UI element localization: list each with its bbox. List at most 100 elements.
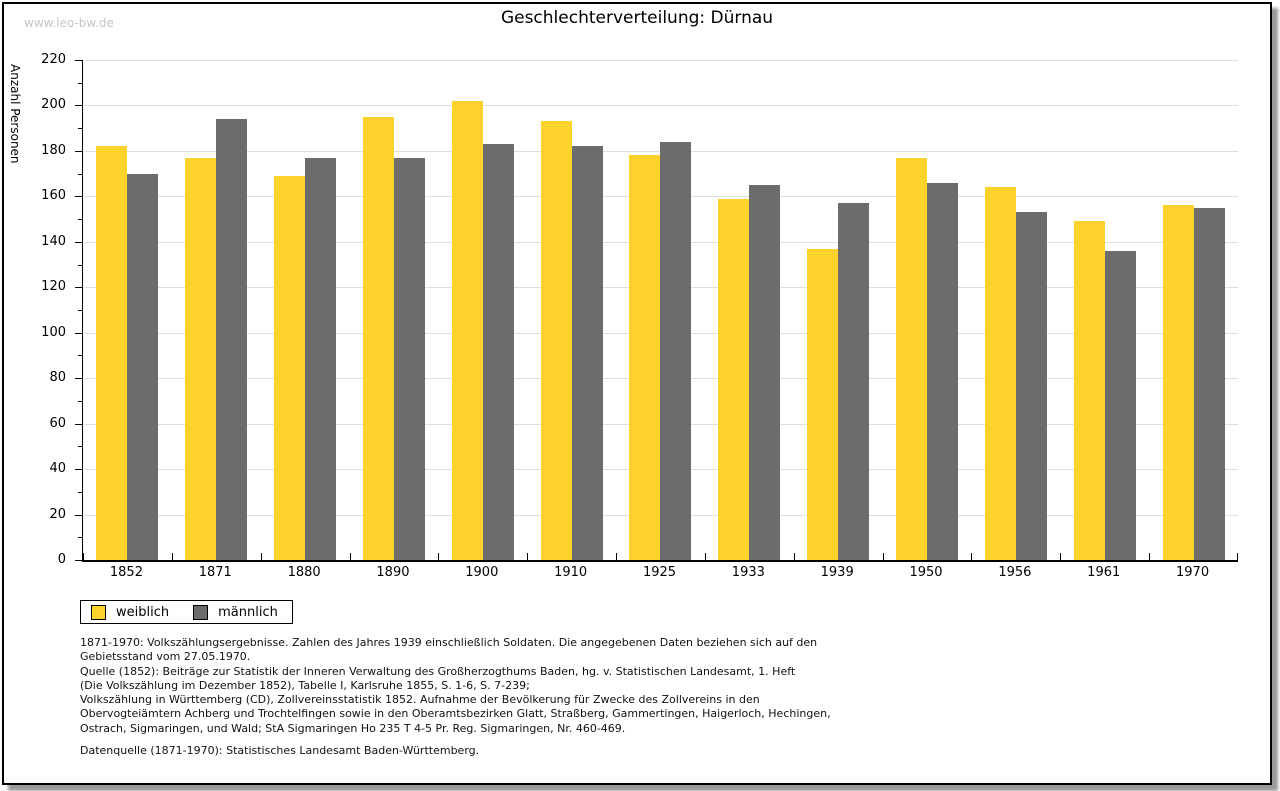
x-axis-label: 1900 [465,565,499,580]
x-boundary-tick [1060,553,1062,560]
y-axis-title: Anzahl Personen [8,64,22,164]
footnote-line: Gebietsstand vom 27.05.1970. [80,650,251,664]
x-axis-label: 1890 [376,565,410,580]
y-major-tick [75,332,82,334]
y-minor-tick [78,128,82,130]
y-axis-tick-label: 0 [57,552,66,567]
y-axis-tick-label: 80 [49,370,66,386]
bar-group [1060,60,1149,560]
footnote-block: 1871-1970: Volkszählungsergebnisse. Zahl… [80,636,1210,736]
x-axis-label: 1970 [1176,565,1210,580]
y-axis-tick-label: 200 [41,97,66,113]
y-axis: 0 20 40 60 80 100 120 140 160 180 200 220 [4,53,78,567]
y-axis-tick-label: 120 [41,279,66,295]
y-axis-tick-label: 20 [49,506,66,522]
bar-weiblich [451,100,483,560]
y-axis-tick-label: 180 [41,142,66,158]
bar-weiblich [96,146,128,560]
y-minor-tick [78,264,82,266]
y-axis-tick-label: 140 [41,233,66,249]
x-boundary-tick [704,553,706,560]
bar-group [616,60,705,560]
bar-weiblich [629,155,661,560]
y-minor-tick [78,82,82,84]
y-major-tick [75,378,82,380]
footnote-line: Obervogteiämtern Achberg und Trochtelfin… [80,707,831,721]
bar-männlich [1015,212,1047,560]
watermark: www.leo-bw.de [24,16,114,30]
bar-männlich [216,119,248,560]
legend-label-weiblich: weiblich [116,604,170,620]
bar-männlich [393,157,425,560]
bar-weiblich [1073,221,1105,560]
x-axis-label: 1852 [109,565,143,580]
y-major-tick [75,423,82,425]
x-boundary-tick [83,553,84,560]
bar-männlich [838,203,870,560]
x-axis-label: 1925 [642,565,677,580]
bar-weiblich [362,116,394,560]
y-minor-tick [78,310,82,311]
x-boundary-tick [260,553,262,560]
x-boundary-tick [527,553,529,560]
bar-weiblich [1162,205,1194,560]
y-major-tick [75,196,82,198]
bar-männlich [482,144,514,560]
chart-title: Geschlechterverteilung: Dürnau [500,8,774,28]
bar-männlich [749,185,781,560]
bar-group [1149,60,1238,560]
x-boundary-tick [171,553,173,560]
y-minor-tick [78,355,82,357]
bar-weiblich [718,198,750,560]
bar-weiblich [274,175,306,560]
bar-group [172,60,261,560]
bar-weiblich [185,157,217,560]
legend-swatch-weiblich [91,604,106,620]
x-boundary-tick [793,553,795,560]
x-axis: 1852 1871 1880 1890 1900 1910 1925 1933 1939 1950… [82,565,1237,583]
footnote-line: 1871-1970: Volkszählungsergebnisse. Zahl… [80,636,818,649]
y-minor-tick [78,173,82,175]
x-axis-label: 1871 [198,565,232,580]
footnote-line: Quelle (1852): Beiträge zur Statistik de… [80,664,796,678]
gridline [83,105,1238,107]
footnote-line: Volkszählung in Württemberg (CD), Zollve… [80,693,760,707]
bar-weiblich [540,121,572,560]
bar-männlich [127,173,159,560]
bar-weiblich [807,248,839,560]
y-major-tick [75,150,82,152]
y-major-tick [75,60,82,61]
y-minor-tick [78,537,82,539]
bar-group [438,60,527,560]
y-major-tick [75,469,82,471]
footnote-line: Ostrach, Sigmaringen, und Wald; StA Sigm… [80,721,626,735]
bar-group [261,60,350,560]
y-major-tick [75,287,82,289]
y-axis-tick-label: 100 [41,324,66,340]
bar-männlich [1193,207,1225,560]
bar-männlich [305,157,337,560]
y-minor-tick [78,491,82,493]
x-axis-label: 1939 [820,565,854,580]
bar-männlich [660,141,692,560]
datasource-note: Datenquelle (1871-1970): Statistisches L… [80,744,480,757]
x-boundary-tick [971,553,973,560]
y-minor-tick [78,219,82,221]
bar-group [705,60,794,560]
legend: weiblich männlich [80,600,293,624]
x-boundary-tick [882,553,884,560]
y-axis-tick-label: 40 [49,461,66,477]
y-minor-tick [78,400,82,402]
bar-weiblich [896,157,928,560]
x-boundary-tick [616,553,618,560]
x-boundary-tick [1149,553,1151,560]
bar-männlich [927,182,959,560]
bar-weiblich [984,187,1016,560]
x-axis-label: 1910 [554,565,588,580]
x-axis-label: 1961 [1087,565,1121,580]
gridline [83,60,1238,61]
y-major-tick [75,241,82,243]
legend-swatch-maennlich [193,604,209,620]
x-axis-label: 1880 [287,565,321,580]
